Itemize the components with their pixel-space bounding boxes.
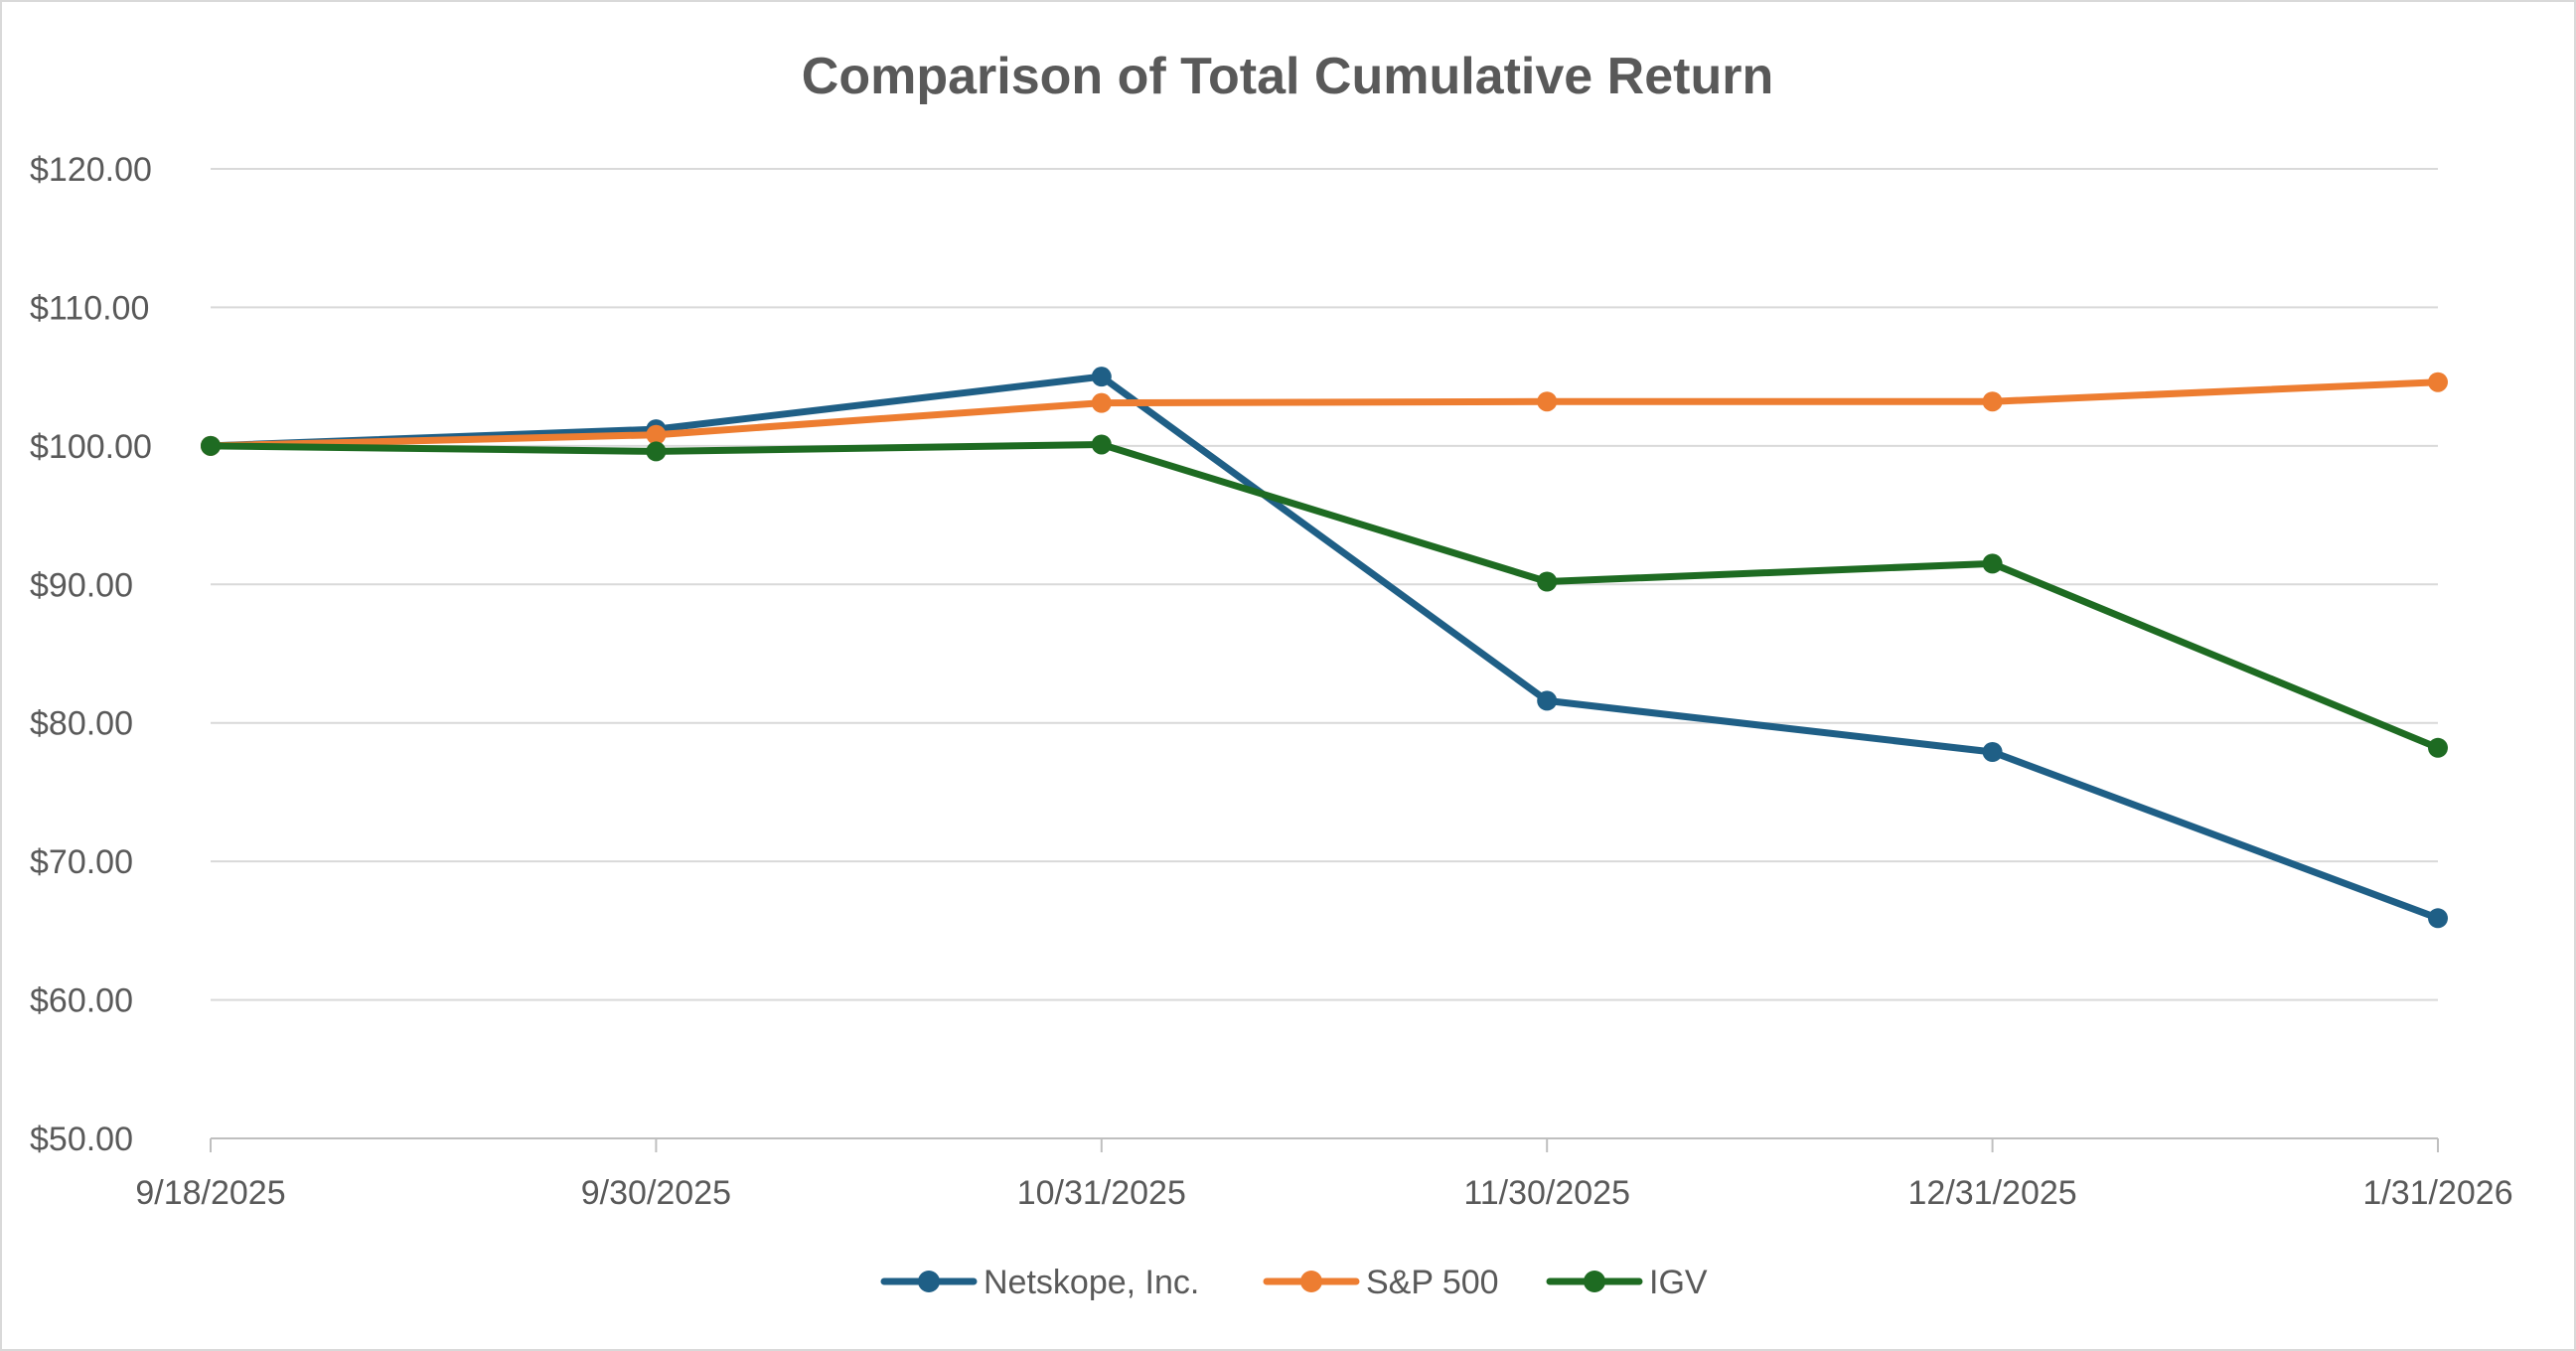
y-tick-label: $120.00 [30,151,152,189]
series-line [207,440,2442,752]
legend-label: Netskope, Inc. [984,1264,1199,1301]
data-point [646,441,667,462]
data-point [2428,372,2448,392]
legend-item: Netskope, Inc. [880,1264,1199,1301]
series-1 [201,372,2448,456]
data-point [1982,553,2003,574]
legend-label: S&P 500 [1366,1264,1499,1301]
data-point [646,424,667,445]
legend-item: IGV [1546,1264,1708,1301]
y-tick-label: $110.00 [30,289,149,327]
data-point [1982,741,2003,762]
x-tick-label: 10/31/2025 [1017,1174,1186,1212]
x-axis: 9/18/2025 9/30/2025 10/31/2025 11/30/2025 12… [135,1137,2513,1212]
data-point [2428,908,2448,929]
x-tick-label: 11/30/2025 [1463,1174,1630,1212]
x-tick-label: 9/18/2025 [135,1174,285,1212]
y-tick-label: $70.00 [30,843,133,881]
data-point [1982,391,2003,412]
y-tick-label: $60.00 [30,982,133,1020]
legend: Netskope, Inc. S&P 500 IGV [880,1264,1708,1301]
data-point [201,435,221,456]
legend-swatch-marker [918,1271,940,1292]
data-point [1091,434,1112,455]
y-tick-label: $90.00 [30,566,133,604]
data-point [1091,392,1112,413]
data-point [2428,737,2448,758]
chart-title: Comparison of Total Cumulative Return [802,48,1773,105]
legend-swatch-marker [1300,1271,1322,1292]
x-tick-label: 1/31/2026 [2362,1174,2512,1212]
data-point [1537,571,1558,592]
data-point [1537,690,1558,711]
y-tick-label: $100.00 [30,428,152,466]
legend-item: S&P 500 [1263,1264,1499,1301]
data-point [1091,367,1112,387]
x-tick-label: 9/30/2025 [581,1174,731,1212]
x-tick-label: 12/31/2025 [1908,1174,2077,1212]
series-lines [201,367,2448,929]
legend-label: IGV [1649,1264,1708,1301]
series-line [207,378,2442,450]
data-point [1537,391,1558,412]
gridlines [211,168,2438,1001]
legend-swatch-marker [1584,1271,1605,1292]
y-tick-label: $50.00 [30,1121,133,1158]
series-line [207,373,2442,922]
series-2 [201,434,2448,758]
y-axis-tick-labels: $50.00 $60.00 $70.00 $80.00 $90.00 $100.00 $11… [30,151,152,1158]
y-tick-label: $80.00 [30,705,133,743]
